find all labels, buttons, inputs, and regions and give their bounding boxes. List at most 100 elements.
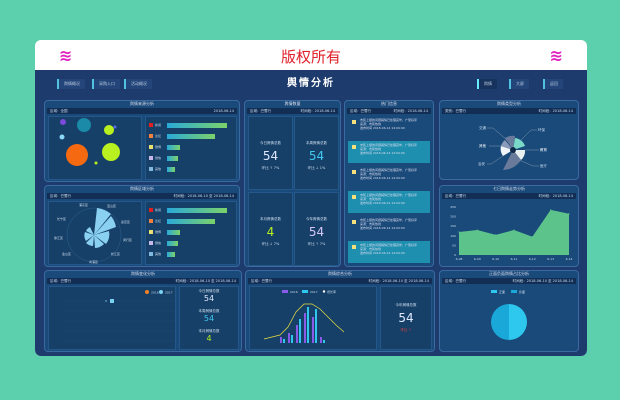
nav-button[interactable]: 大屏 xyxy=(509,79,529,89)
stat-label: 本月舆情总数 xyxy=(198,329,220,333)
legend-label: 2017 xyxy=(165,291,173,295)
nav-button[interactable]: 舆情 xyxy=(477,79,497,89)
bar xyxy=(167,155,178,161)
trend-panel: 七日舆情走势分析 区域：巴蜀行 时间段：2018-06-14 0 50 100 150 2… xyxy=(439,185,579,267)
filter[interactable]: 区域：巴蜀行 xyxy=(445,279,466,283)
date: 时间段：2018-06-10 至 2018-06-14 xyxy=(368,279,429,283)
stat-change: 环比 ↓ 1% xyxy=(307,166,326,170)
data-point xyxy=(531,236,533,238)
scatter-point xyxy=(105,300,107,302)
y-tick-label: 0 xyxy=(454,253,456,257)
source-bars: 新闻 论坛 微博 微信 其他 xyxy=(145,116,237,180)
wind-icon: ≋ xyxy=(59,46,73,65)
legend-swatch xyxy=(149,123,153,127)
hot-meta: 发布时间 2018-06-14 14:00:00 xyxy=(360,251,405,255)
monthly-panel: 舆情综合分析 区域：巴蜀行 时间段：2018-06-10 至 2018-06-14… xyxy=(245,270,435,352)
bar xyxy=(167,122,227,128)
x-tick-label: 6-13 xyxy=(547,257,554,261)
legend-label: 增长率 xyxy=(327,289,336,294)
y-tick-label: 150 xyxy=(450,224,456,228)
bar-row: 论坛 xyxy=(149,133,215,139)
filter[interactable]: 区域：巴蜀行 xyxy=(445,194,466,198)
data-point xyxy=(476,229,478,231)
hot-item[interactable]: 市民上报的问题舆情已处理完毕，广受好评 来源：市民热线 发布时间 2018-06-1… xyxy=(348,241,430,263)
type-label: 交通 xyxy=(479,125,487,130)
stat-label: 今日舆情总数 xyxy=(260,141,281,145)
bar-label: 其他 xyxy=(155,252,162,256)
stat-label: 今日舆情总数 xyxy=(198,289,220,293)
stat-label: 今年舆情总数 xyxy=(306,217,327,221)
nav-button[interactable]: 活动概况 xyxy=(124,79,152,89)
bar-label: 微信 xyxy=(155,241,162,245)
y-tick-label: 50 xyxy=(452,243,456,247)
rose-segment xyxy=(500,146,513,156)
hot-item[interactable]: 市民上报的问题舆情已处理完毕，广受好评 来源：市民热线 发布时间 2018-06-1… xyxy=(348,116,430,138)
legend-swatch xyxy=(491,290,497,293)
data-point xyxy=(568,213,570,215)
rose-segment xyxy=(94,208,111,235)
nav-button[interactable]: 采购入口 xyxy=(92,79,120,89)
stat-change: 环比 ↑ 7% xyxy=(261,166,280,170)
date: 时间段：2018-06-14 xyxy=(393,109,428,113)
filter[interactable]: 区域：巴蜀行 xyxy=(50,279,71,283)
filter[interactable]: 区域：巴蜀行 xyxy=(251,279,272,283)
axis-label: 金山区 xyxy=(62,252,72,256)
nav-button[interactable]: 返回 xyxy=(543,79,563,89)
legend-swatch xyxy=(149,241,153,245)
hot-item[interactable]: 市民上报的问题舆情已处理完毕，广受好评 来源：市民热线 发布时间 2018-06-1… xyxy=(348,166,430,188)
bar-row: 微博 xyxy=(149,229,181,235)
panel-title: 七日舆情走势分析 xyxy=(493,186,525,191)
rose-segment xyxy=(501,140,513,150)
filter[interactable]: 区域：巴蜀行 xyxy=(250,109,271,113)
axis-label: 嘉定区 xyxy=(121,220,131,224)
ratio-panel: 正面负面舆情占比分析 区域：巴蜀行 时间段：2018-06-10 至 2018-0… xyxy=(439,270,579,352)
axis-label: 浦东区 xyxy=(79,203,89,207)
legend-swatch xyxy=(149,208,153,212)
hot-item[interactable]: 市民上报的问题舆情已处理完毕，广受好评 来源：市民热线 发布时间 2018-06-1… xyxy=(348,141,430,163)
filter[interactable]: 区域：全国 xyxy=(50,109,68,113)
hot-source: 来源：市民热线 xyxy=(360,197,382,201)
hot-panel: 热门信息 区域：巴蜀行 时间段：2018-06-14 市民上报的问题舆情已处理完毕… xyxy=(344,100,434,267)
date: 时间段：2018-06-10 至 2018-06-14 xyxy=(175,279,236,283)
stat-value: 54 xyxy=(308,225,325,239)
legend-label: 2017 xyxy=(310,290,318,294)
filter[interactable]: 区域：巴蜀行 xyxy=(50,194,71,198)
filter[interactable]: 区域：巴蜀行 xyxy=(350,109,371,113)
hot-item[interactable]: 市民上报的问题舆情已处理完毕，广受好评 来源：市民热线 发布时间 2018-06-1… xyxy=(348,191,430,213)
bubble xyxy=(66,144,88,166)
source-panel: 舆情来源分析 区域：全国 2018-06-14 新闻 论坛 微博 微信 其他 xyxy=(44,100,240,182)
legend-swatch xyxy=(511,290,517,293)
panel-title: 舆情区域分析 xyxy=(130,186,154,191)
bar-row: 微信 xyxy=(149,155,178,161)
scatter-stats: 今日舆情总数 54 本周舆情总数 54 本月舆情总数 4 xyxy=(179,286,239,350)
stat-label: 本周舆情总数 xyxy=(306,141,327,145)
hot-item[interactable]: 市民上报的问题舆情已处理完毕，广受好评 来源：市民热线 发布时间 2018-06-1… xyxy=(348,216,430,238)
hot-text: 市民上报的问题舆情已处理完毕，广受好评 xyxy=(360,193,418,197)
stat-card: 本周舆情总数 54 环比 ↓ 1% xyxy=(294,116,339,190)
x-tick-label: 6-12 xyxy=(529,257,536,261)
bar xyxy=(167,144,181,150)
panel-title: 舆情变化分析 xyxy=(131,271,155,276)
bar-label: 微博 xyxy=(155,145,162,149)
legend-label: 负面 xyxy=(519,289,525,294)
stat-value: 4 xyxy=(266,225,275,239)
axis-label: 青浦区 xyxy=(89,260,99,264)
date: 2018-06-14 xyxy=(213,109,234,113)
bubble xyxy=(59,134,65,140)
bubble xyxy=(94,161,98,165)
stat-value: 54 xyxy=(308,149,325,163)
hot-meta: 发布时间 2018-06-14 14:00:00 xyxy=(360,151,405,155)
rose-segment xyxy=(86,235,94,246)
axis-label: 长宁区 xyxy=(57,217,67,221)
type-rose-chart: 交通 环保 教育 医疗 治安 其他 xyxy=(478,125,548,170)
stat-label: 本周舆情总数 xyxy=(198,309,220,313)
stat-value: 4 xyxy=(206,334,212,343)
filter[interactable]: 类别：巴蜀行 xyxy=(445,109,466,113)
x-tick-label: 6-09 xyxy=(474,257,481,261)
bar xyxy=(167,166,176,172)
stat-card: 今日舆情总数 54 环比 ↑ 7% xyxy=(248,116,293,190)
rose-chart: 浦东区 宝山区 嘉定区 闵行区 松江区 青浦区 金山区 徐汇区 长宁区 xyxy=(48,201,142,265)
bar-row: 新闻 xyxy=(149,207,227,213)
bar xyxy=(167,229,181,235)
nav-button[interactable]: 舆情概况 xyxy=(57,79,85,89)
